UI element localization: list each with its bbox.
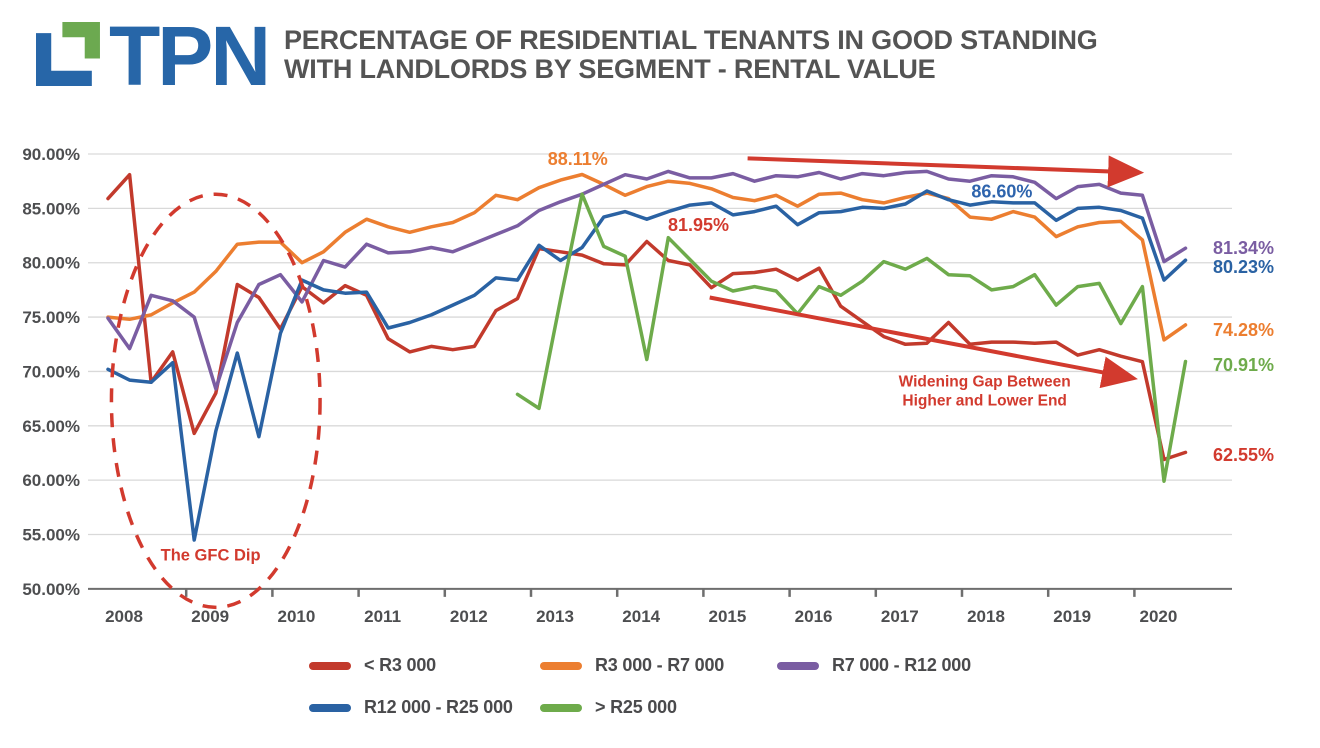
logo-green-l-shape: [62, 22, 100, 59]
y-axis-label: 80.00%: [22, 254, 80, 273]
x-axis-label: 2008: [105, 607, 143, 626]
y-axis-label: 85.00%: [22, 199, 80, 218]
x-axis-label: 2019: [1053, 607, 1091, 626]
y-axis-label: 70.00%: [22, 362, 80, 381]
gfc-dip-ellipse: [109, 192, 322, 610]
title-line-1: PERCENTAGE OF RESIDENTIAL TENANTS IN GOO…: [284, 25, 1098, 55]
x-axis-label: 2016: [795, 607, 833, 626]
value-label-lt-r3000: 81.95%: [668, 215, 729, 235]
y-axis-label: 90.00%: [22, 145, 80, 164]
widening-gap-label-line1: Widening Gap Between: [899, 374, 1071, 391]
series-line-r12000-r25000: [106, 189, 1188, 542]
end-label-r7000-r12000: 81.34%: [1213, 238, 1274, 258]
trend-arrow: [747, 155, 1145, 188]
tpn-logo: TPN: [36, 9, 271, 103]
x-axis-label: 2015: [708, 607, 746, 626]
series-line-gt-r25000: [515, 192, 1188, 483]
end-label-r12000-r25000: 80.23%: [1213, 257, 1274, 277]
trend-arrow: [709, 295, 1138, 389]
widening-gap-label-line2: Higher and Lower End: [902, 393, 1066, 410]
series-line-r7000-r12000: [106, 169, 1188, 391]
end-label-r3000-r7000: 74.28%: [1213, 320, 1274, 340]
y-axis-label: 50.00%: [22, 580, 80, 599]
page-title: PERCENTAGE OF RESIDENTIAL TENANTS IN GOO…: [284, 26, 1098, 84]
x-axis-label: 2011: [364, 607, 401, 626]
x-axis-label: 2010: [277, 607, 315, 626]
x-axis-label: 2020: [1139, 607, 1177, 626]
x-axis-label: 2012: [450, 607, 488, 626]
value-label-r3000-r7000: 88.11%: [548, 149, 608, 169]
value-label-r12000-r25000: 86.60%: [971, 181, 1032, 201]
logo-text: TPN: [109, 9, 271, 103]
y-axis-label: 65.00%: [22, 417, 80, 436]
end-label-gt-r25000: 70.91%: [1213, 355, 1274, 375]
x-axis-label: 2018: [967, 607, 1005, 626]
data-series: [106, 169, 1188, 542]
logo-blue-l-shape: [36, 33, 92, 86]
series-line-r3000-r7000: [106, 172, 1188, 342]
y-axis-label: 75.00%: [22, 308, 80, 327]
tpn-logo-icon: [36, 22, 100, 86]
gfc-dip-label: The GFC Dip: [161, 547, 261, 565]
annotations: The GFC Dip 88.11% 81.95% 86.60% 81.34%80.23…: [109, 149, 1274, 610]
x-axis-label: 2013: [536, 607, 574, 626]
header: TPN PERCENTAGE OF RESIDENTIAL TENANTS IN…: [36, 9, 1098, 103]
end-label-lt-r3000: 62.55%: [1213, 445, 1274, 465]
title-line-2: WITH LANDLORDS BY SEGMENT - RENTAL VALUE: [284, 54, 936, 84]
x-axis-label: 2014: [622, 607, 660, 626]
x-axis-label: 2017: [881, 607, 919, 626]
y-axis-label: 55.00%: [22, 526, 80, 545]
axes: 90.00% 85.00% 80.00% 75.00% 70.00% 65.00% 60.0…: [22, 145, 1232, 626]
y-axis-label: 60.00%: [22, 471, 80, 490]
x-axis-label: 2009: [191, 607, 229, 626]
